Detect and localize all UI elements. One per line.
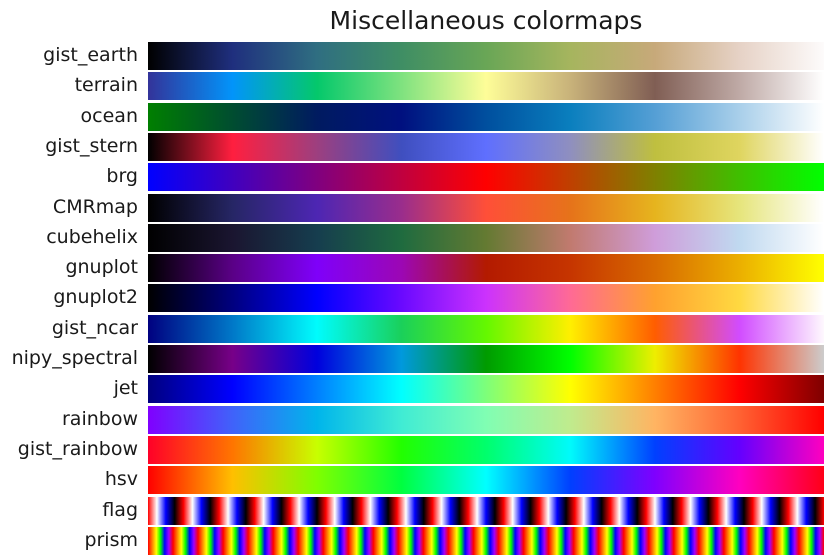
colormap-label: gist_earth (43, 44, 138, 66)
colormap-row: gnuplot (0, 254, 824, 283)
colormap-bar (148, 375, 824, 404)
colormap-bar (148, 163, 824, 192)
colormap-label: nipy_spectral (11, 347, 138, 369)
colormap-label: hsv (104, 468, 138, 491)
colormap-row: ocean (0, 102, 824, 131)
colormap-row: CMRmap (0, 193, 824, 222)
colormap-row: gist_ncar (0, 314, 824, 343)
colormap-label: cubehelix (46, 225, 138, 248)
colormap-bar (148, 314, 824, 343)
colormap-label: jet (113, 377, 138, 400)
colormap-label: flag (102, 498, 138, 521)
colormap-bar (148, 102, 824, 131)
colormap-bar (148, 526, 824, 555)
chart-title: Miscellaneous colormaps (329, 6, 643, 35)
colormap-bar (148, 405, 824, 434)
colormap-bar (148, 284, 824, 313)
colormap-label: gist_ncar (51, 316, 138, 339)
colormap-bar (148, 132, 824, 161)
colormap-row: gist_stern (0, 132, 824, 161)
colormap-bar (148, 223, 824, 252)
colormap-row: cubehelix (0, 223, 824, 252)
colormap-row: nipy_spectral (0, 345, 824, 373)
colormap-bar (148, 496, 824, 525)
colormap-row: gnuplot2 (0, 284, 824, 313)
colormap-row: rainbow (0, 405, 824, 434)
colormap-row: terrain (0, 72, 824, 101)
colormap-row: prism (0, 526, 824, 555)
colormap-label: gist_rainbow (17, 437, 138, 460)
colormap-label: ocean (80, 104, 138, 127)
colormap-label: gist_stern (45, 134, 138, 157)
colormap-label: gnuplot (65, 256, 138, 279)
colormap-bar (148, 42, 824, 70)
colormap-label: rainbow (62, 407, 138, 430)
colormap-row: brg (0, 163, 824, 192)
colormap-bar (148, 345, 824, 373)
colormap-row: hsv (0, 466, 824, 495)
colormap-row: jet (0, 375, 824, 404)
colormap-label: gnuplot2 (53, 286, 138, 309)
colormap-label: brg (106, 165, 138, 188)
colormap-label: CMRmap (52, 195, 138, 218)
colormap-row: gist_earth (0, 42, 824, 70)
colormap-bar (148, 435, 824, 464)
colormap-bar (148, 72, 824, 101)
colormap-label: terrain (74, 74, 138, 97)
colormap-bar (148, 466, 824, 495)
colormap-bar (148, 254, 824, 283)
colormap-row: gist_rainbow (0, 435, 824, 464)
colormap-row: flag (0, 496, 824, 525)
colormap-label: prism (84, 528, 138, 551)
colormap-bar (148, 193, 824, 222)
